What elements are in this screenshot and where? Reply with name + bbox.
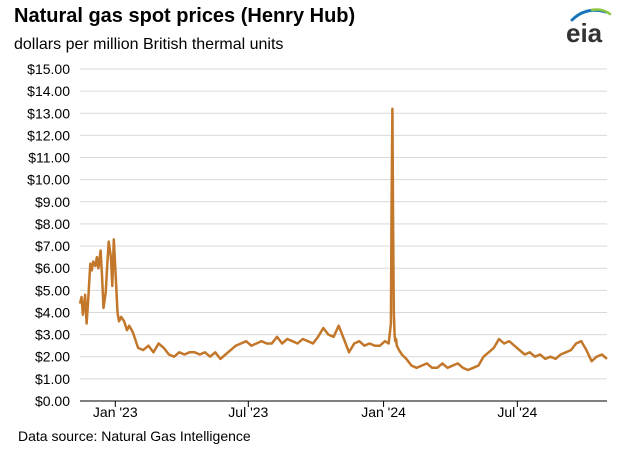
logo-swoosh-green bbox=[590, 8, 612, 16]
y-tick-label: $7.00 bbox=[35, 238, 70, 254]
y-tick-label: $8.00 bbox=[35, 216, 70, 232]
gridlines bbox=[80, 68, 607, 380]
eia-logo: eia bbox=[566, 8, 612, 46]
y-tick-label: $1.00 bbox=[35, 371, 70, 387]
x-tick-label: Jul '24 bbox=[497, 404, 537, 420]
series-lines bbox=[78, 107, 608, 372]
chart-subtitle: dollars per million British thermal unit… bbox=[14, 36, 284, 53]
y-tick-label: $5.00 bbox=[35, 282, 70, 298]
y-tick-label: $15.00 bbox=[27, 61, 70, 77]
y-tick-label: $4.00 bbox=[35, 304, 70, 320]
y-tick-label: $10.00 bbox=[27, 172, 70, 188]
y-tick-label: $14.00 bbox=[27, 83, 70, 99]
logo-text: eia bbox=[566, 18, 603, 46]
y-tick-label: $2.00 bbox=[35, 349, 70, 365]
y-tick-label: $13.00 bbox=[27, 105, 70, 121]
x-axis: Jan '23 Jul '23 Jan '24 Jul '24 bbox=[80, 400, 607, 420]
y-tick-label: $6.00 bbox=[35, 260, 70, 276]
y-tick-label: $3.00 bbox=[35, 327, 70, 343]
data-source-note: Data source: Natural Gas Intelligence bbox=[18, 428, 251, 444]
y-tick-label: $0.00 bbox=[35, 393, 70, 409]
x-tick-label: Jan '24 bbox=[361, 404, 406, 420]
x-tick-label: Jul '23 bbox=[228, 404, 268, 420]
y-tick-label: $11.00 bbox=[28, 150, 70, 166]
x-tick-label: Jan '23 bbox=[93, 404, 138, 420]
chart-title: Natural gas spot prices (Henry Hub) bbox=[14, 5, 356, 27]
y-tick-label: $9.00 bbox=[35, 194, 70, 210]
y-tick-label: $12.00 bbox=[27, 127, 70, 143]
series-line-0 bbox=[78, 107, 608, 372]
y-axis-ticks: $0.00 $1.00 $2.00 $3.00 $4.00 $5.00 $6.00 $7.00… bbox=[27, 61, 70, 409]
